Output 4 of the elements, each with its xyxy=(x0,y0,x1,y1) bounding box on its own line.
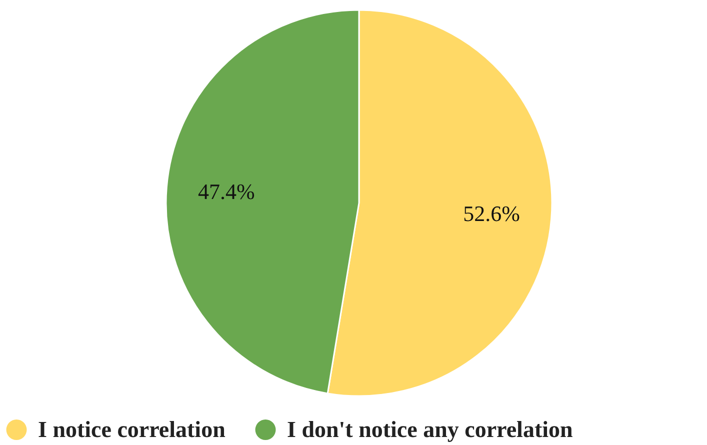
data-label: 47.4% xyxy=(198,179,255,204)
data-label: 52.6% xyxy=(463,200,520,226)
legend-label: I notice correlation xyxy=(38,416,226,442)
legend-label: I don't notice any correlation xyxy=(287,416,573,442)
